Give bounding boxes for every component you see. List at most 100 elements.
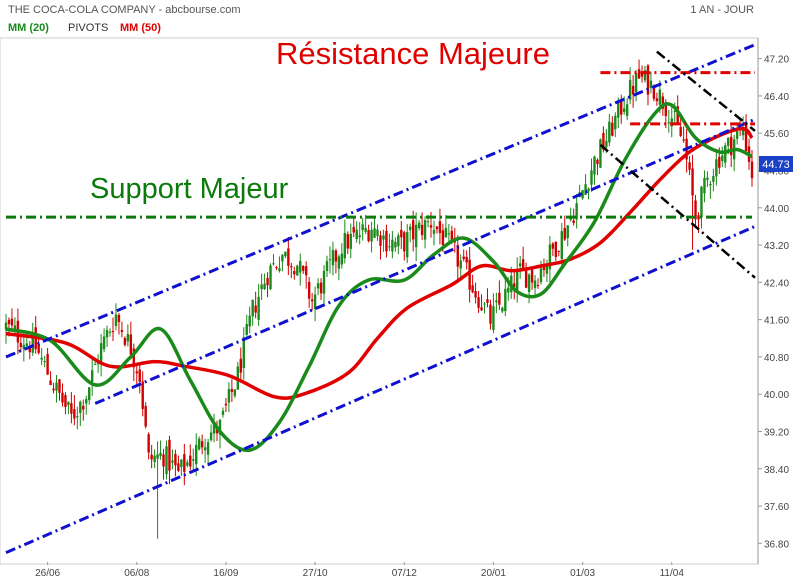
candle-body — [661, 96, 665, 109]
legend-mm20: MM (20) — [8, 22, 49, 34]
candle-body — [611, 122, 614, 136]
candle-body — [527, 274, 531, 293]
candle-body — [620, 99, 623, 115]
candle-body — [266, 277, 269, 286]
candle-body — [186, 462, 189, 466]
y-tick-label: 43.20 — [764, 241, 789, 252]
candle-body — [533, 280, 537, 289]
candle-body — [52, 388, 55, 391]
candle-body — [171, 460, 174, 463]
candle-body — [605, 140, 608, 148]
candle-body — [340, 253, 344, 265]
candle-body — [426, 221, 430, 223]
candle-body — [203, 447, 207, 451]
candle-body — [706, 177, 709, 180]
candle-body — [379, 235, 382, 246]
candle-body — [518, 263, 522, 267]
candle-body — [628, 80, 632, 100]
candle-body — [700, 186, 703, 218]
wedge-upper-line — [656, 50, 756, 132]
candle-body — [575, 203, 578, 220]
candle-body — [367, 230, 370, 241]
candle-body — [224, 403, 228, 406]
candle-body — [587, 188, 590, 192]
candle-body — [183, 454, 186, 472]
candle-body — [477, 297, 480, 308]
candle-body — [614, 115, 617, 130]
candle-body — [539, 268, 543, 283]
candle-body — [233, 389, 237, 396]
y-tick-label: 36.80 — [764, 539, 789, 550]
candle-body — [212, 422, 216, 434]
candle-body — [99, 343, 103, 364]
candle-body — [429, 225, 433, 228]
candle-body — [646, 65, 650, 95]
candle-body — [64, 395, 67, 407]
candle-body — [334, 250, 338, 262]
candle-body — [10, 318, 14, 326]
candle-body — [135, 371, 138, 374]
candle-body — [195, 444, 198, 465]
candle-body — [76, 416, 79, 418]
candle-body — [403, 232, 406, 252]
x-tick-label: 06/08 — [124, 568, 149, 579]
candle-body — [655, 98, 659, 102]
candle-body — [102, 336, 106, 350]
y-tick-label: 40.00 — [764, 390, 789, 401]
candle-body — [215, 428, 219, 434]
candle-body — [302, 265, 305, 271]
candle-body — [664, 102, 668, 117]
candle-body — [486, 299, 489, 303]
candle-body — [316, 283, 320, 289]
candle-body — [49, 380, 52, 386]
candle-body — [495, 300, 498, 303]
candle-body — [524, 269, 528, 288]
y-tick-label: 45.60 — [764, 129, 789, 140]
candle-body — [697, 215, 700, 220]
x-tick-label: 07/12 — [392, 568, 417, 579]
candle-body — [61, 392, 64, 403]
candle-body — [462, 256, 465, 260]
candle-body — [114, 314, 118, 326]
candle-body — [358, 235, 361, 238]
candle-body — [409, 226, 412, 231]
candle-body — [141, 381, 144, 409]
candle-body — [67, 401, 70, 406]
candle-body — [652, 86, 656, 99]
candle-body — [676, 106, 679, 124]
candle-body — [82, 405, 85, 410]
candle-body — [483, 303, 486, 305]
candle-body — [120, 330, 124, 333]
candle-body — [596, 159, 599, 164]
candle-body — [40, 357, 43, 360]
candle-body — [177, 463, 180, 471]
candle-body — [406, 232, 409, 258]
x-tick-label: 27/10 — [303, 568, 328, 579]
candle-body — [156, 454, 159, 459]
candle-body — [417, 222, 421, 229]
candle-body — [165, 446, 168, 475]
candle-body — [293, 271, 296, 275]
candle-body — [70, 403, 73, 414]
candle-body — [569, 217, 572, 220]
candle-body — [19, 342, 23, 348]
x-tick-label: 26/06 — [35, 568, 60, 579]
candle-body — [239, 358, 242, 373]
candle-body — [566, 225, 569, 239]
moving-averages — [5, 102, 754, 452]
candle-body — [174, 453, 177, 466]
period-label: 1 AN - JOUR — [690, 4, 754, 16]
candle-body — [459, 260, 462, 269]
candle-body — [132, 348, 136, 368]
candle-body — [108, 331, 112, 333]
candle-body — [741, 129, 745, 136]
candle-body — [144, 405, 147, 427]
candle-body — [159, 452, 162, 456]
candle-body — [180, 459, 183, 467]
candle-body — [197, 438, 201, 450]
candle-body — [721, 155, 724, 162]
candle-body — [504, 288, 507, 312]
last-price-badge — [759, 156, 793, 172]
candle-body — [420, 224, 424, 236]
candle-body — [634, 73, 638, 93]
